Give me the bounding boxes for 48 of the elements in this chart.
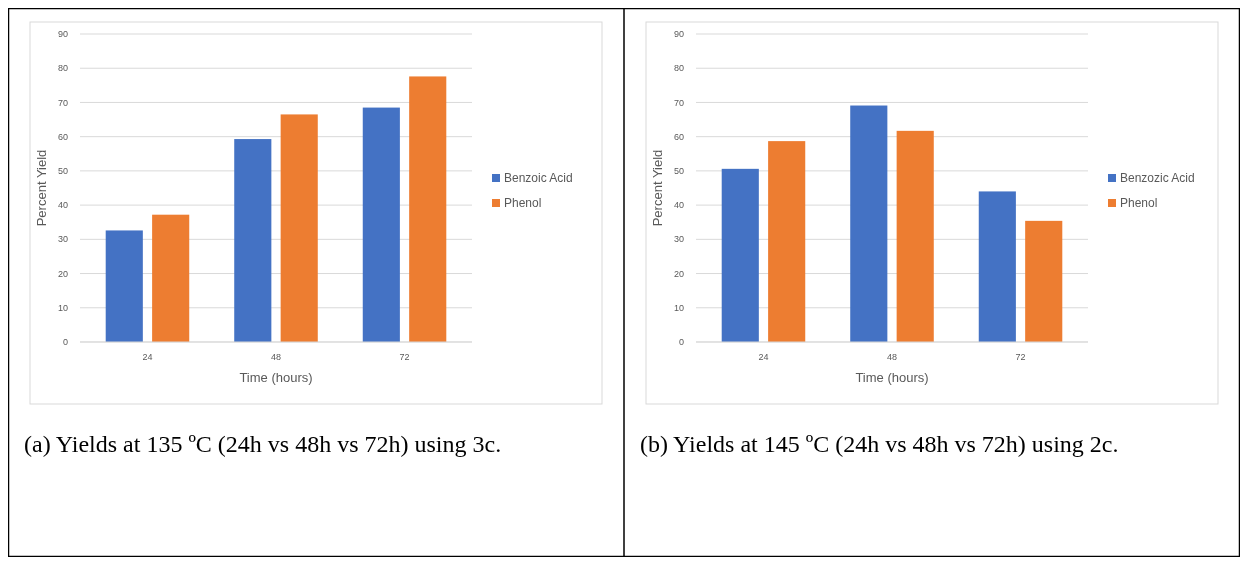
legend-label: Benzozic Acid (1120, 171, 1195, 186)
x-tick-label: 48 (886, 352, 898, 362)
bar (152, 214, 190, 342)
legend-label: Phenol (504, 196, 542, 211)
y-tick-label: 10 (673, 302, 684, 313)
bar (105, 230, 143, 342)
bar (768, 141, 806, 342)
legend-label: Phenol (1120, 196, 1158, 211)
y-tick-label: 30 (673, 234, 684, 245)
x-tick-label: 72 (1015, 352, 1026, 362)
bar (234, 139, 272, 342)
y-axis-title: Percent Yield (650, 149, 665, 227)
bar (362, 107, 400, 342)
text: (a) Yields at 135 ºC (24h vs 48h vs 72h) using 3c. (24, 430, 503, 459)
y-tick-label: 20 (57, 268, 68, 279)
x-tick-label: 72 (399, 352, 410, 362)
bar (409, 76, 447, 342)
bar (850, 105, 888, 342)
y-tick-label: 80 (57, 63, 68, 74)
y-tick-label: 0 (678, 337, 684, 348)
y-tick-label: 90 (673, 29, 684, 40)
legend-label: Benzoic Acid (504, 171, 573, 186)
x-tick-label: 24 (142, 352, 153, 362)
y-tick-label: 10 (57, 302, 68, 313)
x-tick-label: 48 (270, 352, 282, 362)
y-tick-label: 30 (57, 234, 68, 245)
bar (1025, 220, 1063, 342)
y-tick-label: 40 (57, 200, 68, 211)
x-tick-label: 24 (758, 352, 769, 362)
y-tick-label: 50 (673, 166, 684, 177)
y-tick-label: 60 (57, 131, 68, 142)
y-tick-label: 90 (57, 29, 68, 40)
y-tick-label: 20 (673, 268, 684, 279)
y-tick-label: 60 (673, 131, 684, 142)
y-tick-label: 0 (62, 337, 68, 348)
bar (896, 130, 934, 342)
y-tick-label: 80 (673, 63, 684, 74)
y-tick-label: 40 (673, 200, 684, 211)
x-axis-title: Time (hours) (239, 370, 313, 385)
y-axis-title: Percent Yield (34, 149, 49, 227)
text: (b) Yields at 145 ºC (24h vs 48h vs 72h) using 2c. (640, 430, 1120, 459)
x-axis-title: Time (hours) (855, 370, 929, 385)
bar (978, 191, 1016, 342)
y-tick-label: 70 (673, 97, 684, 108)
bar (280, 114, 318, 342)
y-tick-label: 70 (57, 97, 68, 108)
y-tick-label: 50 (57, 166, 68, 177)
bar (721, 168, 759, 342)
